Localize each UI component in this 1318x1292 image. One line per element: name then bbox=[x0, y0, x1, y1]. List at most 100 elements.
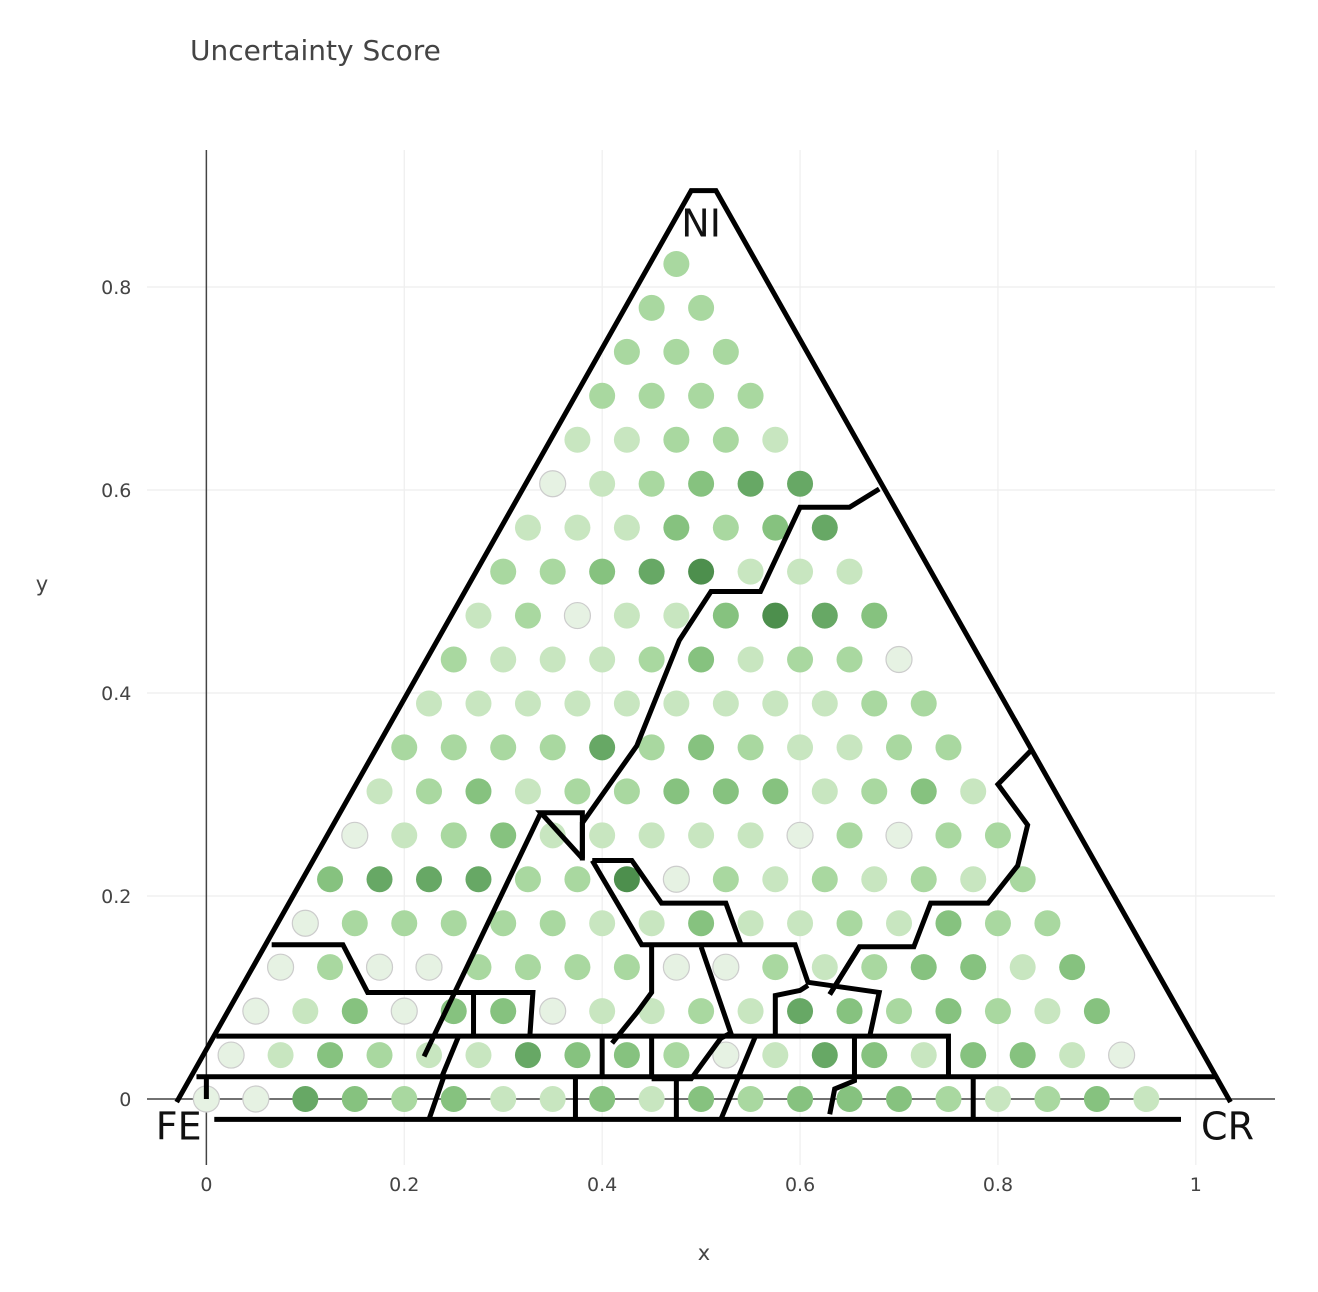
region-boundary bbox=[216, 1033, 951, 1077]
score-marker bbox=[836, 822, 863, 849]
score-marker bbox=[712, 778, 739, 805]
score-marker bbox=[910, 866, 937, 893]
score-marker bbox=[563, 601, 592, 630]
score-marker bbox=[886, 910, 912, 937]
region-boundary bbox=[772, 983, 810, 1036]
score-marker bbox=[539, 558, 566, 585]
score-marker bbox=[416, 1042, 442, 1069]
score-marker bbox=[688, 382, 715, 409]
score-marker bbox=[416, 866, 442, 893]
score-marker bbox=[1059, 1042, 1086, 1069]
score-marker bbox=[861, 1042, 888, 1069]
score-marker bbox=[564, 778, 591, 805]
score-marker bbox=[589, 998, 616, 1025]
score-marker bbox=[1009, 954, 1036, 981]
gridlines bbox=[147, 150, 1275, 1165]
score-marker bbox=[712, 953, 740, 981]
score-marker bbox=[836, 734, 863, 761]
score-marker bbox=[490, 910, 517, 937]
score-marker bbox=[589, 558, 616, 585]
score-marker bbox=[589, 1086, 616, 1113]
score-marker bbox=[564, 690, 591, 717]
y-tick-label: 0.2 bbox=[101, 886, 131, 908]
score-marker bbox=[836, 558, 863, 585]
score-marker bbox=[564, 954, 591, 981]
score-marker bbox=[391, 1086, 418, 1113]
region-boundary bbox=[579, 486, 881, 861]
score-marker bbox=[539, 997, 567, 1025]
score-marker bbox=[589, 646, 616, 673]
score-marker bbox=[762, 514, 789, 541]
score-marker bbox=[266, 953, 295, 981]
score-marker bbox=[885, 821, 913, 849]
score-marker bbox=[787, 910, 814, 937]
score-marker bbox=[737, 910, 764, 937]
score-marker bbox=[712, 426, 739, 453]
score-marker bbox=[762, 602, 789, 629]
region-boundary bbox=[592, 858, 744, 945]
score-marker bbox=[787, 470, 814, 497]
score-marker bbox=[935, 910, 962, 937]
score-marker bbox=[440, 734, 467, 761]
score-marker bbox=[910, 1042, 937, 1069]
score-marker bbox=[811, 866, 838, 893]
score-marker bbox=[836, 998, 863, 1025]
score-marker bbox=[1108, 1041, 1136, 1069]
score-marker bbox=[317, 1042, 344, 1069]
score-marker bbox=[861, 690, 888, 717]
score-marker bbox=[712, 602, 739, 629]
y-tick-label: 0 bbox=[119, 1089, 131, 1111]
score-marker bbox=[910, 954, 937, 981]
score-marker bbox=[638, 558, 665, 585]
region-boundary bbox=[827, 945, 862, 996]
score-marker bbox=[638, 646, 665, 673]
score-marker bbox=[242, 1085, 270, 1113]
score-marker bbox=[514, 866, 541, 893]
score-marker bbox=[737, 558, 764, 585]
score-marker bbox=[440, 822, 467, 849]
score-markers bbox=[192, 250, 1160, 1113]
score-marker bbox=[217, 1041, 245, 1069]
score-marker bbox=[960, 866, 987, 893]
score-marker bbox=[292, 998, 319, 1025]
score-marker bbox=[365, 953, 394, 981]
score-marker bbox=[440, 646, 467, 673]
score-marker bbox=[712, 1041, 740, 1069]
x-tick-label: 0.8 bbox=[983, 1174, 1013, 1196]
score-marker bbox=[638, 734, 665, 761]
score-marker bbox=[366, 778, 393, 805]
score-marker bbox=[440, 1086, 467, 1113]
score-marker bbox=[762, 426, 789, 453]
score-marker bbox=[861, 778, 888, 805]
score-marker bbox=[787, 646, 814, 673]
score-marker bbox=[490, 646, 517, 673]
score-marker bbox=[391, 734, 418, 761]
score-marker bbox=[613, 426, 640, 453]
score-marker bbox=[613, 338, 640, 365]
score-marker bbox=[737, 382, 764, 409]
score-marker bbox=[910, 690, 937, 717]
triangle-frame bbox=[174, 188, 1233, 1104]
x-tick-label: 0 bbox=[200, 1174, 212, 1196]
score-marker bbox=[935, 734, 962, 761]
score-marker bbox=[984, 910, 1011, 937]
score-marker bbox=[960, 954, 987, 981]
score-marker bbox=[564, 866, 591, 893]
score-marker bbox=[886, 998, 912, 1025]
score-marker bbox=[663, 338, 690, 365]
score-marker bbox=[317, 954, 344, 981]
score-marker bbox=[440, 910, 467, 937]
score-marker bbox=[910, 778, 937, 805]
score-marker bbox=[811, 690, 838, 717]
score-marker bbox=[787, 734, 814, 761]
score-marker bbox=[465, 866, 492, 893]
score-marker bbox=[811, 602, 838, 629]
score-marker bbox=[886, 734, 912, 761]
score-marker bbox=[663, 514, 690, 541]
score-marker bbox=[638, 294, 665, 321]
vertex-label-ni: NI bbox=[681, 201, 721, 245]
score-marker bbox=[490, 998, 517, 1025]
x-axis-label: x bbox=[698, 1241, 710, 1265]
score-marker bbox=[465, 1042, 492, 1069]
region-boundaries bbox=[196, 486, 1216, 1122]
